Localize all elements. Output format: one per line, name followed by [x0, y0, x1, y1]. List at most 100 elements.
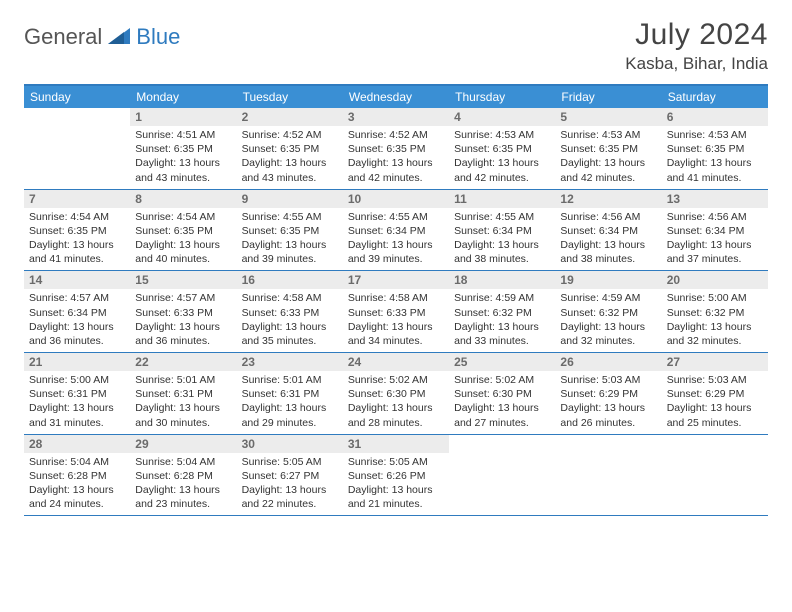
- day-cell: 17Sunrise: 4:58 AMSunset: 6:33 PMDayligh…: [343, 271, 449, 352]
- day-line-d2: and 32 minutes.: [667, 334, 763, 348]
- day-cell: 5Sunrise: 4:53 AMSunset: 6:35 PMDaylight…: [555, 108, 661, 189]
- day-number: 30: [237, 435, 343, 453]
- day-number: 2: [237, 108, 343, 126]
- day-details: Sunrise: 5:02 AMSunset: 6:30 PMDaylight:…: [343, 371, 449, 434]
- day-line-ss: Sunset: 6:31 PM: [135, 387, 231, 401]
- day-line-ss: Sunset: 6:34 PM: [560, 224, 656, 238]
- day-header-sunday: Sunday: [24, 86, 130, 108]
- day-details: Sunrise: 4:59 AMSunset: 6:32 PMDaylight:…: [555, 289, 661, 352]
- day-line-ss: Sunset: 6:35 PM: [135, 224, 231, 238]
- day-line-ss: Sunset: 6:34 PM: [348, 224, 444, 238]
- day-cell: 7Sunrise: 4:54 AMSunset: 6:35 PMDaylight…: [24, 190, 130, 271]
- day-line-d1: Daylight: 13 hours: [135, 401, 231, 415]
- day-line-d2: and 23 minutes.: [135, 497, 231, 511]
- day-line-sr: Sunrise: 4:54 AM: [135, 210, 231, 224]
- day-line-ss: Sunset: 6:29 PM: [560, 387, 656, 401]
- day-line-ss: Sunset: 6:33 PM: [348, 306, 444, 320]
- day-number: 20: [662, 271, 768, 289]
- day-number: 1: [130, 108, 236, 126]
- day-line-d1: Daylight: 13 hours: [135, 238, 231, 252]
- day-number: 15: [130, 271, 236, 289]
- day-line-d1: Daylight: 13 hours: [242, 320, 338, 334]
- day-details: Sunrise: 4:51 AMSunset: 6:35 PMDaylight:…: [130, 126, 236, 189]
- day-line-ss: Sunset: 6:26 PM: [348, 469, 444, 483]
- day-line-d1: Daylight: 13 hours: [29, 483, 125, 497]
- day-line-sr: Sunrise: 4:53 AM: [454, 128, 550, 142]
- day-line-d2: and 34 minutes.: [348, 334, 444, 348]
- day-line-ss: Sunset: 6:35 PM: [135, 142, 231, 156]
- day-number: 21: [24, 353, 130, 371]
- day-line-ss: Sunset: 6:30 PM: [348, 387, 444, 401]
- day-line-d2: and 24 minutes.: [29, 497, 125, 511]
- week-row: 14Sunrise: 4:57 AMSunset: 6:34 PMDayligh…: [24, 271, 768, 353]
- day-details: Sunrise: 5:01 AMSunset: 6:31 PMDaylight:…: [237, 371, 343, 434]
- day-number: 25: [449, 353, 555, 371]
- day-line-sr: Sunrise: 5:04 AM: [135, 455, 231, 469]
- day-line-sr: Sunrise: 4:54 AM: [29, 210, 125, 224]
- day-line-d2: and 40 minutes.: [135, 252, 231, 266]
- day-number: 8: [130, 190, 236, 208]
- day-number: 12: [555, 190, 661, 208]
- day-cell: 1Sunrise: 4:51 AMSunset: 6:35 PMDaylight…: [130, 108, 236, 189]
- day-line-sr: Sunrise: 4:58 AM: [348, 291, 444, 305]
- day-cell: 28Sunrise: 5:04 AMSunset: 6:28 PMDayligh…: [24, 435, 130, 516]
- day-line-d2: and 36 minutes.: [135, 334, 231, 348]
- day-details: Sunrise: 4:58 AMSunset: 6:33 PMDaylight:…: [343, 289, 449, 352]
- day-line-d2: and 22 minutes.: [242, 497, 338, 511]
- calendar-grid: SundayMondayTuesdayWednesdayThursdayFrid…: [24, 84, 768, 516]
- day-cell: 2Sunrise: 4:52 AMSunset: 6:35 PMDaylight…: [237, 108, 343, 189]
- day-details: Sunrise: 5:01 AMSunset: 6:31 PMDaylight:…: [130, 371, 236, 434]
- day-line-ss: Sunset: 6:34 PM: [29, 306, 125, 320]
- day-line-d2: and 27 minutes.: [454, 416, 550, 430]
- day-line-d1: Daylight: 13 hours: [667, 156, 763, 170]
- day-line-ss: Sunset: 6:27 PM: [242, 469, 338, 483]
- day-line-d1: Daylight: 13 hours: [454, 156, 550, 170]
- day-cell: 4Sunrise: 4:53 AMSunset: 6:35 PMDaylight…: [449, 108, 555, 189]
- day-line-d2: and 41 minutes.: [667, 171, 763, 185]
- day-line-sr: Sunrise: 4:55 AM: [348, 210, 444, 224]
- day-line-d1: Daylight: 13 hours: [348, 156, 444, 170]
- logo: General Blue: [24, 24, 180, 50]
- day-cell: 15Sunrise: 4:57 AMSunset: 6:33 PMDayligh…: [130, 271, 236, 352]
- day-cell: 19Sunrise: 4:59 AMSunset: 6:32 PMDayligh…: [555, 271, 661, 352]
- day-line-ss: Sunset: 6:32 PM: [560, 306, 656, 320]
- day-header-friday: Friday: [555, 86, 661, 108]
- calendar-page: General Blue July 2024 Kasba, Bihar, Ind…: [0, 0, 792, 516]
- day-cell: 31Sunrise: 5:05 AMSunset: 6:26 PMDayligh…: [343, 435, 449, 516]
- day-number: 17: [343, 271, 449, 289]
- day-line-d2: and 38 minutes.: [560, 252, 656, 266]
- day-line-ss: Sunset: 6:35 PM: [242, 224, 338, 238]
- day-line-d2: and 31 minutes.: [29, 416, 125, 430]
- day-number: 5: [555, 108, 661, 126]
- day-line-sr: Sunrise: 5:05 AM: [242, 455, 338, 469]
- day-line-ss: Sunset: 6:35 PM: [560, 142, 656, 156]
- day-number: 11: [449, 190, 555, 208]
- day-cell: 29Sunrise: 5:04 AMSunset: 6:28 PMDayligh…: [130, 435, 236, 516]
- day-line-d2: and 28 minutes.: [348, 416, 444, 430]
- day-number: 24: [343, 353, 449, 371]
- day-line-d1: Daylight: 13 hours: [242, 156, 338, 170]
- day-cell: 23Sunrise: 5:01 AMSunset: 6:31 PMDayligh…: [237, 353, 343, 434]
- day-cell: 18Sunrise: 4:59 AMSunset: 6:32 PMDayligh…: [449, 271, 555, 352]
- day-details: Sunrise: 4:57 AMSunset: 6:33 PMDaylight:…: [130, 289, 236, 352]
- day-details: Sunrise: 5:00 AMSunset: 6:31 PMDaylight:…: [24, 371, 130, 434]
- day-line-d1: Daylight: 13 hours: [242, 401, 338, 415]
- logo-text-blue: Blue: [136, 24, 180, 50]
- day-line-ss: Sunset: 6:29 PM: [667, 387, 763, 401]
- day-line-sr: Sunrise: 5:03 AM: [667, 373, 763, 387]
- day-line-d1: Daylight: 13 hours: [348, 401, 444, 415]
- day-line-d1: Daylight: 13 hours: [454, 320, 550, 334]
- day-line-ss: Sunset: 6:34 PM: [454, 224, 550, 238]
- day-line-sr: Sunrise: 4:56 AM: [560, 210, 656, 224]
- day-details: Sunrise: 4:53 AMSunset: 6:35 PMDaylight:…: [449, 126, 555, 189]
- month-title: July 2024: [625, 18, 768, 52]
- day-cell: 12Sunrise: 4:56 AMSunset: 6:34 PMDayligh…: [555, 190, 661, 271]
- day-number: 27: [662, 353, 768, 371]
- day-cell: 27Sunrise: 5:03 AMSunset: 6:29 PMDayligh…: [662, 353, 768, 434]
- day-details: Sunrise: 5:02 AMSunset: 6:30 PMDaylight:…: [449, 371, 555, 434]
- week-row: 21Sunrise: 5:00 AMSunset: 6:31 PMDayligh…: [24, 353, 768, 435]
- day-line-sr: Sunrise: 4:55 AM: [242, 210, 338, 224]
- day-line-sr: Sunrise: 5:05 AM: [348, 455, 444, 469]
- day-details: Sunrise: 4:52 AMSunset: 6:35 PMDaylight:…: [343, 126, 449, 189]
- day-cell: 8 Sunrise: 4:54 AMSunset: 6:35 PMDaylight…: [130, 190, 236, 271]
